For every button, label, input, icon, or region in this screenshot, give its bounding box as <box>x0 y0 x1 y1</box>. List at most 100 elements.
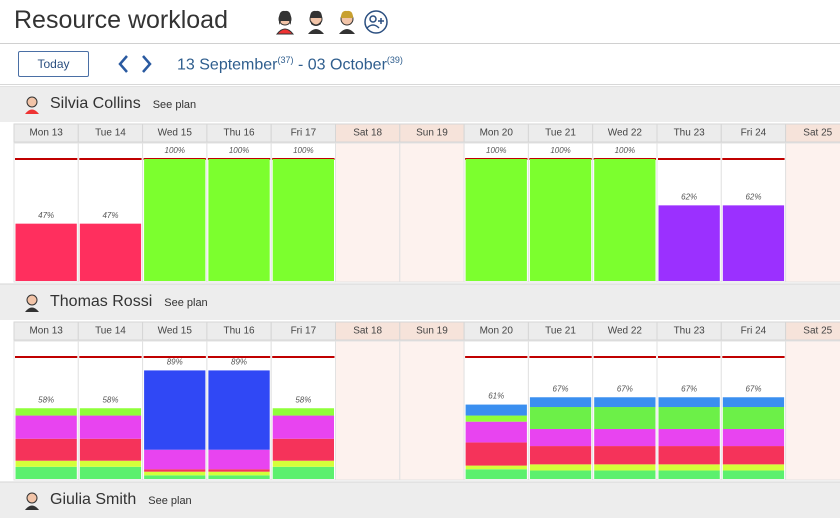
avatar-icon <box>25 294 39 312</box>
workload-segment <box>465 465 527 470</box>
today-button[interactable]: Today <box>18 51 89 77</box>
load-label: 47% <box>38 211 54 220</box>
workload-bar <box>529 397 592 479</box>
workload-bar <box>272 159 334 281</box>
workload-segment <box>208 370 270 450</box>
workload-segment <box>722 470 785 479</box>
day-label: Thu 23 <box>674 326 706 337</box>
resource-header <box>0 482 840 518</box>
load-label: 67% <box>681 384 697 393</box>
workload-segment <box>594 428 656 447</box>
workload-bar <box>658 205 720 281</box>
workload-segment <box>529 464 592 471</box>
workload-segment <box>208 475 270 479</box>
resource-name: Thomas Rossi <box>50 293 152 310</box>
workload-segment <box>722 446 785 465</box>
workload-bar <box>594 159 656 281</box>
workload-bar <box>722 205 785 281</box>
load-label: 62% <box>745 192 761 201</box>
resource-name: Silvia Collins <box>50 95 141 112</box>
workload-segment <box>15 408 77 416</box>
avatar-icon <box>275 10 295 35</box>
range-start: 13 September <box>177 56 278 74</box>
workload-segment <box>722 205 785 281</box>
workload-bar <box>79 223 142 281</box>
day-label: Mon 20 <box>480 128 514 139</box>
load-label: 100% <box>615 146 635 155</box>
workload-segment <box>529 446 592 465</box>
workload-segment <box>465 442 527 466</box>
load-label: 100% <box>165 146 185 155</box>
workload-segment <box>208 449 270 470</box>
range-separator: - <box>293 56 308 74</box>
workload-bar <box>465 404 527 479</box>
next-button[interactable] <box>142 55 152 73</box>
workload-segment <box>722 428 785 447</box>
avatar-icon <box>339 10 355 34</box>
workload-bar <box>594 397 656 479</box>
see-plan-link[interactable]: See plan <box>153 99 196 111</box>
avatar-icon <box>25 492 39 510</box>
workload-bar <box>208 159 270 281</box>
workload-segment <box>722 407 785 429</box>
day-label: Wed 22 <box>608 326 643 337</box>
day-label: Wed 22 <box>608 128 643 139</box>
load-label: 100% <box>229 146 249 155</box>
resource-name: Giulia Smith <box>50 491 136 508</box>
workload-segment <box>465 421 527 443</box>
divider <box>0 43 840 44</box>
avatar-body <box>25 505 39 510</box>
workload-bar <box>208 370 270 479</box>
day-label: Sat 18 <box>353 326 382 337</box>
workload-segment <box>465 159 527 281</box>
team-icons <box>275 10 388 35</box>
workload-segment <box>658 397 720 408</box>
workload-segment <box>208 471 270 476</box>
day-label: Mon 20 <box>480 326 514 337</box>
day-label: Sun 19 <box>416 128 448 139</box>
workload-segment <box>144 469 206 472</box>
prev-button[interactable] <box>118 55 128 73</box>
workload-segment <box>658 470 720 479</box>
workload-segment <box>272 466 334 479</box>
workload-bar <box>465 159 527 281</box>
workload-segment <box>79 415 142 439</box>
load-label: 47% <box>102 211 118 220</box>
page-title: Resource workload <box>14 6 228 34</box>
day-label: Sat 25 <box>803 128 832 139</box>
day-label: Tue 21 <box>545 128 576 139</box>
load-label: 67% <box>745 384 761 393</box>
workload-bar <box>529 159 592 281</box>
day-cell <box>335 142 401 283</box>
day-cell <box>399 142 465 283</box>
load-label: 89% <box>167 358 183 367</box>
day-label: Mon 13 <box>29 128 63 139</box>
workload-segment <box>658 407 720 429</box>
workload-segment <box>144 159 206 281</box>
resource-header <box>0 86 840 122</box>
see-plan-link[interactable]: See plan <box>148 495 191 507</box>
load-label: 62% <box>681 192 697 201</box>
workload-segment <box>15 438 77 461</box>
day-label: Fri 17 <box>291 326 317 337</box>
add-user-button[interactable] <box>364 10 388 34</box>
workload-segment <box>529 397 592 408</box>
workload-bar <box>658 397 720 479</box>
workload-segment <box>658 446 720 465</box>
week-number: (37) <box>277 55 294 65</box>
workload-segment <box>144 370 206 450</box>
divider <box>0 84 840 85</box>
load-label: 58% <box>295 395 311 404</box>
day-label: Fri 24 <box>741 128 767 139</box>
workload-segment <box>15 223 77 281</box>
see-plan-link[interactable]: See plan <box>164 297 207 309</box>
workload-segment <box>79 466 142 479</box>
workload-segment <box>594 470 656 479</box>
avatar-face <box>26 294 38 306</box>
workload-segment <box>208 469 270 472</box>
load-label: 67% <box>617 384 633 393</box>
avatar-face <box>26 492 38 504</box>
workload-segment <box>722 397 785 408</box>
workload-segment <box>272 408 334 416</box>
day-label: Sat 18 <box>353 128 382 139</box>
